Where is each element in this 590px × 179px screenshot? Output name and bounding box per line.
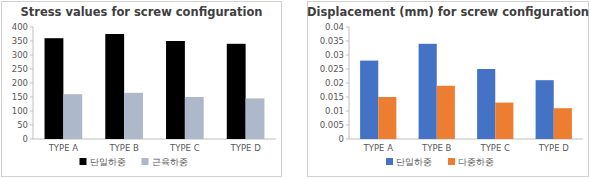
y-tick-label: 0.035: [320, 36, 344, 46]
x-tick-label: TYPE A: [363, 143, 394, 153]
legend-label: 단일하중: [90, 157, 126, 167]
bar: [124, 93, 143, 139]
y-tick-label: 0: [23, 134, 28, 144]
x-tick-label: TYPE D: [230, 143, 262, 153]
legend-swatch: [142, 158, 149, 165]
bar: [63, 94, 82, 139]
legend-swatch: [80, 158, 87, 165]
bars: [45, 34, 265, 139]
y-axis: [33, 27, 34, 139]
bar: [536, 80, 554, 139]
bar: [437, 86, 455, 139]
bar: [360, 61, 378, 139]
legend: 단일하중 다중하중: [386, 157, 494, 167]
figure: Stress values for screw configuration 0 50…: [0, 0, 590, 179]
bar: [246, 98, 265, 139]
chart-frame: [308, 2, 589, 177]
x-tick-label: TYPE B: [108, 143, 139, 153]
bar: [105, 34, 124, 139]
chart-title: Stress values for screw configuration: [20, 5, 262, 19]
y-tick-label: 0: [339, 134, 344, 144]
chart: Displacement (mm) for screw configuratio…: [307, 2, 589, 177]
bar: [495, 103, 513, 139]
y-tick-label: 50: [17, 120, 28, 130]
y-tick-label: 300: [12, 50, 28, 60]
y-tick-label: 0.03: [325, 50, 344, 60]
y-tick-label: 150: [12, 92, 28, 102]
y-tick-label: 400: [12, 22, 28, 32]
y-tick-label: 250: [12, 64, 28, 74]
y-tick-label: 0.04: [325, 22, 344, 32]
y-tick-label: 0.015: [320, 92, 344, 102]
bar: [185, 97, 204, 139]
legend-swatch: [386, 158, 393, 165]
x-tick-label: TYPE A: [48, 143, 79, 153]
y-tick-label: 0.02: [325, 78, 344, 88]
x-tick-label: TYPE D: [538, 143, 570, 153]
y-tick-label: 200: [12, 78, 28, 88]
chart: Stress values for screw configuration 0 50…: [2, 2, 282, 177]
y-axis: [349, 27, 350, 139]
y-tick-label: 0.01: [325, 106, 344, 116]
bar: [166, 41, 185, 139]
y-tick-label: 0.025: [320, 64, 344, 74]
bar: [554, 108, 572, 139]
bar: [378, 97, 396, 139]
x-tick-label: TYPE C: [169, 143, 200, 153]
chart-title: Displacement (mm) for screw configuratio…: [307, 5, 589, 19]
y-tick-label: 0.005: [320, 120, 344, 130]
y-tick-label: 100: [12, 106, 28, 116]
bar: [227, 44, 246, 139]
legend-swatch: [448, 158, 455, 165]
x-tick-label: TYPE C: [479, 143, 510, 153]
x-tick-label: TYPE B: [421, 143, 452, 153]
legend: 단일하중 근육하중: [80, 157, 188, 167]
y-tick-label: 350: [12, 36, 28, 46]
legend-label: 다중하중: [458, 157, 494, 167]
legend-label: 근육하중: [152, 157, 188, 167]
bar: [477, 69, 495, 139]
bars: [360, 44, 572, 139]
legend-label: 단일하중: [396, 157, 432, 167]
bar: [45, 38, 64, 139]
chart-frame: [2, 2, 282, 177]
bar: [419, 44, 437, 139]
